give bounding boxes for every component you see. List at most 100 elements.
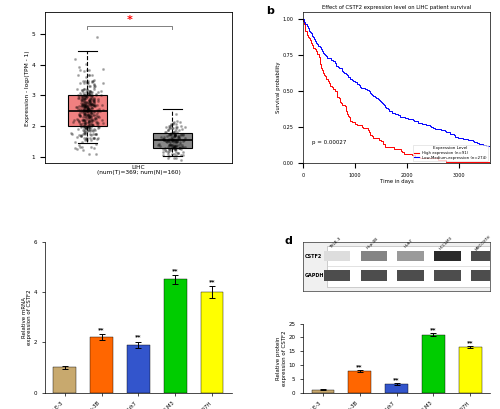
Bar	[54, 367, 76, 393]
Point	[94, 106, 102, 112]
Text: THLE-3: THLE-3	[328, 237, 342, 250]
Point	[88, 121, 96, 128]
Point	[90, 81, 98, 88]
Point	[84, 112, 92, 119]
Point	[164, 155, 172, 161]
Point	[172, 155, 180, 161]
X-axis label: Time in days: Time in days	[380, 179, 414, 184]
Point	[166, 146, 173, 153]
Point	[94, 34, 102, 40]
Point	[80, 92, 88, 99]
Point	[94, 108, 102, 115]
Text: b: b	[266, 6, 274, 16]
Point	[91, 83, 99, 89]
Point	[168, 137, 176, 143]
Point	[170, 130, 177, 137]
Point	[80, 96, 88, 103]
Point	[78, 101, 86, 108]
Point	[156, 141, 164, 147]
Point	[87, 100, 95, 106]
Point	[181, 135, 189, 142]
Point	[87, 114, 95, 121]
Point	[86, 98, 94, 104]
Point	[72, 104, 80, 110]
Point	[80, 85, 88, 92]
Text: **: **	[98, 327, 105, 332]
Point	[92, 115, 100, 121]
Point	[162, 124, 170, 130]
Point	[174, 133, 182, 139]
Point	[92, 114, 100, 121]
Point	[92, 119, 100, 126]
Point	[85, 88, 93, 94]
Point	[174, 142, 182, 148]
Point	[86, 100, 94, 106]
Point	[91, 103, 99, 109]
Point	[174, 150, 182, 157]
Point	[166, 142, 174, 148]
Point	[80, 98, 88, 104]
Point	[172, 136, 180, 142]
Point	[88, 78, 96, 85]
Point	[166, 139, 174, 146]
Point	[171, 137, 179, 144]
Point	[74, 141, 82, 148]
Point	[159, 136, 167, 142]
Point	[77, 121, 85, 127]
Point	[170, 133, 178, 139]
Point	[80, 101, 88, 108]
Point	[74, 111, 82, 118]
Point	[92, 151, 100, 157]
Point	[90, 100, 98, 106]
Point	[172, 126, 180, 133]
Point	[170, 137, 177, 143]
Point	[81, 77, 89, 84]
Point	[164, 144, 172, 150]
Point	[80, 85, 88, 92]
Point	[86, 112, 94, 118]
Point	[82, 130, 90, 137]
Point	[88, 101, 96, 107]
Point	[79, 120, 87, 127]
Point	[94, 112, 102, 119]
Point	[82, 101, 90, 108]
Point	[80, 123, 88, 130]
Point	[76, 112, 84, 119]
Point	[181, 124, 189, 130]
Point	[82, 103, 90, 109]
Point	[158, 149, 166, 155]
Point	[76, 106, 84, 112]
Point	[172, 142, 180, 149]
Bar	[202, 292, 224, 393]
Title: Effect of CSTF2 expression level on LIHC patient survival: Effect of CSTF2 expression level on LIHC…	[322, 5, 471, 11]
Point	[84, 104, 92, 110]
Bar	[348, 371, 370, 393]
Point	[82, 136, 90, 142]
Point	[176, 139, 184, 146]
Bar	[434, 270, 460, 281]
Point	[164, 123, 172, 129]
Point	[161, 128, 169, 135]
Point	[182, 144, 190, 151]
Point	[94, 125, 102, 131]
Point	[80, 110, 88, 117]
Point	[80, 103, 88, 110]
Point	[165, 132, 173, 139]
Point	[88, 110, 96, 116]
Point	[165, 131, 173, 137]
Point	[88, 117, 96, 123]
Point	[68, 130, 76, 137]
Point	[94, 98, 102, 104]
Point	[86, 113, 94, 120]
Point	[176, 141, 184, 147]
Point	[82, 74, 90, 81]
Text: Hep-3B: Hep-3B	[366, 236, 379, 250]
Point	[177, 157, 185, 163]
Point	[83, 100, 91, 106]
Point	[170, 134, 178, 140]
Bar	[472, 251, 498, 261]
Point	[88, 78, 96, 84]
Point	[82, 92, 90, 99]
Point	[80, 135, 88, 141]
Point	[75, 93, 83, 99]
